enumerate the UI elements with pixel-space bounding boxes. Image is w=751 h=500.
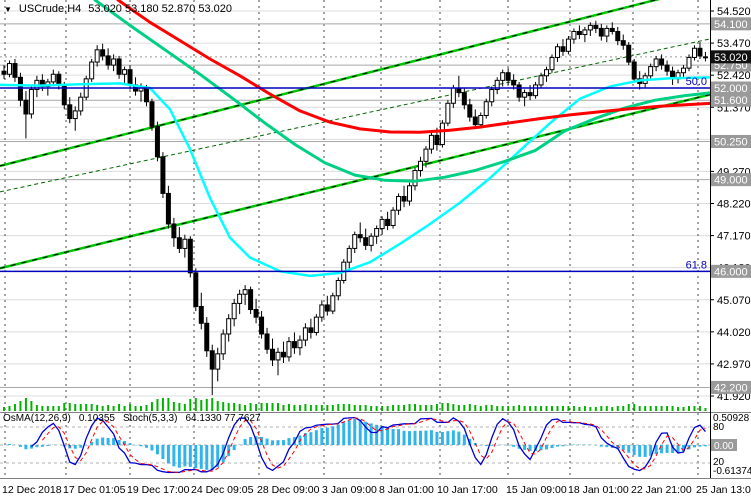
price-tick-label: 41.920 xyxy=(717,391,751,403)
level-price-badge-text: 46.000 xyxy=(714,266,748,278)
symbol-label: USCrude,H4 xyxy=(18,3,82,15)
main-chart-layer xyxy=(0,0,710,270)
level-price-badge-text: 42.200 xyxy=(714,382,748,394)
price-tick-label: 48.220 xyxy=(717,199,751,211)
time-axis-label: 8 Jan 01:00 xyxy=(379,484,434,496)
stoch-values: 64.1330 77.7627 xyxy=(185,413,261,424)
price-axis: 54.52053.47052.42051.37050.32049.27048.2… xyxy=(710,6,751,477)
price-tick-label: 54.520 xyxy=(717,6,751,18)
price-tick-label: 44.020 xyxy=(717,327,751,339)
time-axis-label: 17 Dec 01:05 xyxy=(63,484,126,496)
level-price-badge xyxy=(711,93,751,107)
current-price-badge xyxy=(711,50,751,64)
fib-label: 50.0 xyxy=(686,76,707,88)
level-price-badge xyxy=(711,173,751,187)
indicator-window-label: OsMA(12,26,9) 0.10355 Stoch(5,3,3) 64.13… xyxy=(3,413,261,424)
volume-histogram xyxy=(3,398,707,411)
candles-layer xyxy=(1,20,708,396)
stoch-label: Stoch(5,3,3) xyxy=(122,413,178,424)
time-axis-label: 28 Dec 09:00 xyxy=(257,484,320,496)
price-tick-label: 47.170 xyxy=(717,231,751,243)
level-price-badge-text: 50.250 xyxy=(714,136,748,148)
panel-scale-label: 20 xyxy=(713,457,725,468)
time-axis-label: 10 Jan 17:00 xyxy=(437,484,498,496)
panel-scale-label: 80 xyxy=(713,422,725,433)
chart-title: ▼ USCrude,H4 53.020 53.180 52.870 53.020 xyxy=(4,3,232,15)
panel-scale-label: -0.61374 xyxy=(713,466,751,477)
time-axis-label: 22 Jan 21:00 xyxy=(631,484,692,496)
time-axis-label: 15 Jan 09:00 xyxy=(506,484,567,496)
osma-value: 0.10355 xyxy=(78,413,115,424)
stoch-main-line xyxy=(30,416,706,474)
price-tick-label: 53.470 xyxy=(717,38,751,50)
level-price-badge-text: 51.600 xyxy=(714,95,748,107)
level-price-badge-text: 54.100 xyxy=(714,19,748,31)
level-price-badge xyxy=(711,134,751,148)
time-axis-label: 19 Dec 17:00 xyxy=(127,484,190,496)
osma-label: OsMA(12,26,9) xyxy=(3,413,71,424)
stoch-signal-line xyxy=(41,417,706,473)
symbol-dropdown-icon[interactable]: ▼ xyxy=(4,4,12,14)
level-price-badge xyxy=(711,81,751,95)
ohlc-values: 53.020 53.180 52.870 53.020 xyxy=(88,3,233,15)
panel-scale-label: 0.50928 xyxy=(713,413,750,424)
fibonacci-lines: 50.0 61.8 xyxy=(0,76,710,273)
ma-red xyxy=(116,0,710,134)
horizontal-gridlines xyxy=(0,10,710,397)
time-axis-label: 18 Jan 01:00 xyxy=(568,484,629,496)
panel-zero-badge-text: 0.00 xyxy=(714,441,734,452)
level-price-badge-text: 52.000 xyxy=(714,83,748,95)
price-tick-label: 45.070 xyxy=(717,295,751,307)
trend-dashed-line xyxy=(0,38,710,193)
time-axis-label: 12 Dec 2018 xyxy=(2,484,62,496)
level-price-badge xyxy=(711,380,751,394)
level-price-badge-text: 49.000 xyxy=(714,175,748,187)
price-tick-label: 42.970 xyxy=(717,359,751,371)
price-tick-label: 52.420 xyxy=(717,70,751,82)
fib-label: 61.8 xyxy=(686,259,707,271)
current-price-badge-text: 53.020 xyxy=(714,52,748,64)
time-axis-label: 24 Dec 09:05 xyxy=(191,484,254,496)
indicator-panel xyxy=(0,416,710,474)
support-resistance-lines xyxy=(0,23,710,388)
time-axis-label: 3 Jan 09:00 xyxy=(322,484,377,496)
ma-green xyxy=(93,0,710,183)
vertical-gridlines xyxy=(4,0,699,478)
level-price-badge xyxy=(711,264,751,278)
time-axis: 12 Dec 2018 17 Dec 01:05 19 Dec 17:00 24 De… xyxy=(2,484,751,496)
frame xyxy=(0,0,751,479)
time-axis-label: 25 Jan 13:00 xyxy=(696,484,751,496)
level-price-badge xyxy=(711,17,751,31)
